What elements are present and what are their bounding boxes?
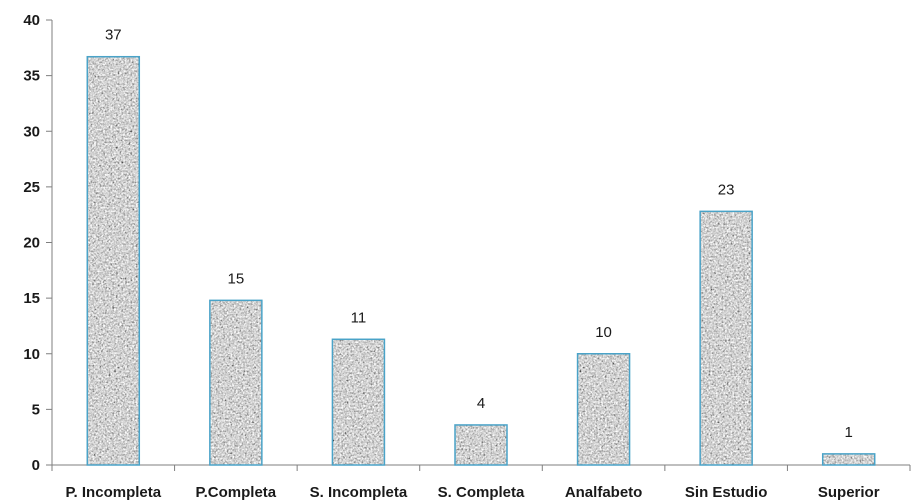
x-category-label: P. Incompleta [65, 484, 161, 501]
bar-texture [87, 56, 140, 466]
bar [821, 453, 876, 466]
bar-texture [577, 353, 630, 465]
y-tick-label: 15 [23, 290, 40, 307]
y-tick-label: 5 [32, 401, 40, 418]
bar-data-label: 23 [718, 181, 735, 198]
bar-data-label: 15 [228, 270, 245, 287]
bar-texture [700, 211, 753, 465]
bar-group [821, 453, 876, 466]
x-category-label: Superior [818, 484, 880, 501]
x-category-label: S. Incompleta [310, 484, 408, 501]
bar-data-label: 4 [477, 395, 485, 412]
bar-data-label: 37 [105, 27, 122, 44]
x-category-label: P.Completa [196, 484, 277, 501]
bar [209, 299, 263, 466]
x-category-label: Sin Estudio [685, 484, 768, 501]
x-category-label: Analfabeto [565, 484, 643, 501]
bar-group [86, 55, 141, 466]
bar-texture [332, 339, 385, 465]
labels: 0 5 10 15 20 25 30 35 40 37 P. Incompleta 15 P.Compl… [23, 12, 879, 501]
bar [699, 210, 753, 466]
bar-group [331, 338, 386, 466]
bar [576, 353, 631, 466]
bar-group [454, 424, 508, 466]
bar-texture [209, 300, 262, 465]
bar [86, 55, 141, 466]
bar-data-label: 1 [845, 424, 853, 441]
bar-group [699, 210, 753, 466]
bar-texture [455, 424, 507, 465]
y-tick-label: 40 [23, 12, 40, 29]
bars [86, 55, 876, 466]
y-tick-label: 25 [23, 179, 40, 196]
y-tick-label: 0 [32, 457, 40, 474]
x-category-label: S. Completa [438, 484, 525, 501]
y-tick-label: 20 [23, 235, 40, 252]
y-tick-label: 30 [23, 123, 40, 140]
bar [454, 424, 508, 466]
bar-data-label: 10 [595, 324, 612, 341]
bar-group [576, 353, 631, 466]
y-tick-label: 35 [23, 68, 40, 85]
bar-data-label: 11 [351, 309, 367, 326]
y-tick-label: 10 [23, 346, 40, 363]
bar-texture [822, 453, 875, 465]
bar [331, 338, 386, 466]
bar-group [209, 299, 263, 466]
